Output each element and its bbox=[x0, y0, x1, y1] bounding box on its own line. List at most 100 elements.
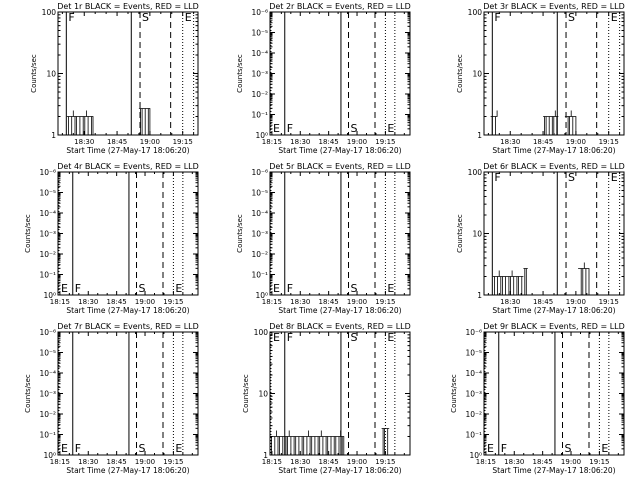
x-tick-label: 19:00 bbox=[135, 298, 155, 306]
x-axis-label: Start Time (27-May-17 18:06:20) bbox=[278, 306, 401, 315]
x-tick-label: 18:15 bbox=[262, 458, 282, 466]
x-axis-label: Start Time (27-May-17 18:06:20) bbox=[66, 306, 189, 315]
marker-label: S bbox=[139, 282, 146, 295]
y-tick-label: 10⁻⁶ bbox=[39, 328, 56, 337]
y-tick-label: 10⁻⁶ bbox=[39, 168, 56, 177]
panel-title: Det 1r BLACK = Events, RED = LLD bbox=[57, 2, 199, 11]
events-trace bbox=[138, 108, 151, 135]
plot-frame bbox=[57, 171, 199, 296]
y-tick-label: 100 bbox=[468, 168, 483, 177]
y-tick-label: 10⁰ bbox=[469, 451, 482, 460]
marker-label: E bbox=[611, 171, 618, 184]
x-tick-label: 18:15 bbox=[50, 298, 70, 306]
y-tick-label: 10⁻² bbox=[251, 90, 268, 99]
y-tick-label: 10⁻¹ bbox=[465, 431, 482, 440]
y-tick-label: 10⁻¹ bbox=[39, 271, 56, 280]
detector-panel-2: Det 2r BLACK = Events, RED = LLD 18:15 18:… bbox=[236, 2, 411, 155]
x-tick-label: 18:45 bbox=[107, 298, 127, 306]
x-tick-label: 18:30 bbox=[290, 138, 310, 146]
x-tick-label: 18:45 bbox=[533, 138, 553, 146]
y-tick-label: 10⁻² bbox=[251, 250, 268, 259]
marker-label: E bbox=[387, 122, 394, 135]
plot-frame bbox=[57, 331, 199, 456]
x-tick-label: 18:30 bbox=[504, 458, 524, 466]
marker-label: S bbox=[351, 331, 358, 344]
x-axis-label: Start Time (27-May-17 18:06:20) bbox=[66, 466, 189, 475]
events-trace bbox=[490, 110, 498, 135]
marker-label: E bbox=[61, 442, 68, 455]
y-tick-label: 10⁻⁵ bbox=[465, 349, 482, 358]
marker-label: S bbox=[565, 442, 572, 455]
panel-title: Det 6r BLACK = Events, RED = LLD bbox=[483, 162, 625, 171]
x-tick-label: 19:15 bbox=[375, 298, 395, 306]
marker-label: E bbox=[273, 282, 280, 295]
marker-label: F bbox=[494, 171, 500, 184]
x-tick-label: 19:15 bbox=[375, 138, 395, 146]
y-tick-label: 10⁰ bbox=[43, 451, 56, 460]
y-tick-label: 10⁻⁵ bbox=[251, 189, 268, 198]
x-tick-label: 18:45 bbox=[533, 458, 553, 466]
x-tick-label: 19:15 bbox=[375, 458, 395, 466]
marker-label: E bbox=[487, 442, 494, 455]
x-tick-label: 18:45 bbox=[319, 458, 339, 466]
x-axis-label: Start Time (27-May-17 18:06:20) bbox=[492, 466, 615, 475]
y-tick-label: 10⁻¹ bbox=[251, 271, 268, 280]
marker-label: S bbox=[139, 442, 146, 455]
x-tick-label: 18:45 bbox=[533, 298, 553, 306]
y-axis-label: Counts/sec bbox=[236, 214, 244, 253]
events-trace bbox=[578, 262, 590, 295]
events-trace bbox=[492, 270, 524, 295]
x-tick-label: 18:15 bbox=[262, 298, 282, 306]
marker-label: S bbox=[142, 11, 149, 24]
y-tick-label: 1 bbox=[477, 291, 482, 300]
detector-panel-8: Det 8r BLACK = Events, RED = LLD 18:15 18:… bbox=[242, 322, 411, 475]
y-axis-label: Counts/sec bbox=[24, 374, 32, 413]
x-tick-label: 19:00 bbox=[566, 298, 586, 306]
x-tick-label: 19:15 bbox=[599, 138, 619, 146]
x-tick-label: 19:15 bbox=[599, 298, 619, 306]
marker-label: E bbox=[175, 282, 182, 295]
y-tick-label: 10⁻⁴ bbox=[251, 49, 268, 58]
y-tick-label: 10⁻⁴ bbox=[39, 209, 56, 218]
y-tick-label: 10⁻⁶ bbox=[251, 168, 268, 177]
x-axis-label: Start Time (27-May-17 18:06:20) bbox=[278, 146, 401, 155]
y-tick-label: 1 bbox=[51, 131, 56, 140]
x-tick-label: 18:45 bbox=[107, 138, 127, 146]
marker-label: F bbox=[75, 282, 81, 295]
y-tick-label: 10⁻¹ bbox=[251, 111, 268, 120]
x-axis-label: Start Time (27-May-17 18:06:20) bbox=[66, 146, 189, 155]
events-trace bbox=[564, 110, 577, 135]
marker-label: E bbox=[61, 282, 68, 295]
marker-label: E bbox=[611, 11, 618, 24]
y-tick-label: 10 bbox=[472, 70, 482, 79]
marker-label: E bbox=[273, 122, 280, 135]
x-tick-label: 18:15 bbox=[50, 458, 70, 466]
x-tick-label: 18:15 bbox=[476, 458, 496, 466]
y-tick-label: 10⁻² bbox=[39, 250, 56, 259]
panel-title: Det 9r BLACK = Events, RED = LLD bbox=[483, 322, 625, 331]
marker-label: F bbox=[501, 442, 507, 455]
x-tick-label: 19:00 bbox=[561, 458, 581, 466]
y-tick-label: 100 bbox=[468, 8, 483, 17]
marker-label: F bbox=[287, 331, 293, 344]
y-tick-label: 10⁻⁴ bbox=[39, 369, 56, 378]
y-tick-label: 10 bbox=[258, 390, 268, 399]
x-tick-label: 19:00 bbox=[347, 298, 367, 306]
events-trace bbox=[523, 268, 528, 295]
detector-panel-7: Det 7r BLACK = Events, RED = LLD 18:15 18:… bbox=[24, 322, 199, 475]
y-tick-label: 10⁻⁴ bbox=[251, 209, 268, 218]
y-tick-label: 10⁻³ bbox=[251, 70, 268, 79]
x-tick-label: 19:15 bbox=[173, 138, 193, 146]
x-tick-label: 19:15 bbox=[163, 298, 183, 306]
plot-frame bbox=[483, 331, 625, 456]
x-axis-label: Start Time (27-May-17 18:06:20) bbox=[278, 466, 401, 475]
panel-title: Det 7r BLACK = Events, RED = LLD bbox=[57, 322, 199, 331]
x-axis-label: Start Time (27-May-17 18:06:20) bbox=[492, 146, 615, 155]
